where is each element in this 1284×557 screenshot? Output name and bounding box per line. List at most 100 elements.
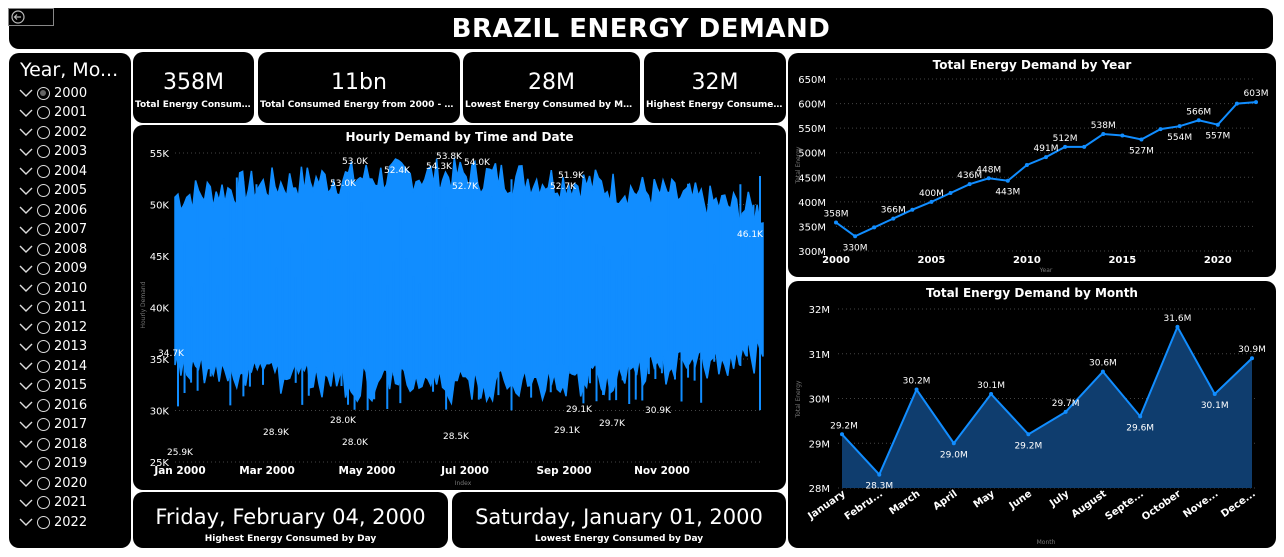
radio-button[interactable]: [37, 301, 50, 314]
slicer-item-2010[interactable]: 2010: [19, 279, 87, 297]
data-label: 512M: [1053, 134, 1078, 144]
chevron-down-icon[interactable]: [19, 107, 35, 119]
chevron-down-icon[interactable]: [19, 380, 35, 392]
slicer-item-2001[interactable]: 2001: [19, 104, 87, 122]
radio-button[interactable]: [37, 242, 50, 256]
slicer-item-2006[interactable]: 2006: [19, 201, 87, 219]
kpi-lowest-by-month: 28M Lowest Energy Consumed by Month: [463, 52, 640, 123]
slicer-item-2018[interactable]: 2018: [19, 435, 87, 453]
kpi-value: 28M: [528, 70, 575, 95]
chevron-down-icon[interactable]: [19, 185, 35, 197]
data-point: [1138, 414, 1143, 419]
radio-button[interactable]: [37, 418, 50, 431]
slicer-item-2000[interactable]: 2000: [19, 84, 87, 102]
radio-button[interactable]: [37, 223, 50, 236]
radio-button[interactable]: [37, 145, 50, 158]
radio-button[interactable]: [37, 184, 50, 197]
slicer-item-label: 2008: [54, 241, 88, 257]
radio-button[interactable]: [37, 398, 50, 412]
chevron-down-icon[interactable]: [19, 224, 35, 236]
chevron-down-icon[interactable]: [19, 360, 35, 372]
radio-button[interactable]: [37, 281, 50, 295]
chevron-down-icon[interactable]: [19, 146, 35, 158]
chevron-down-icon[interactable]: [19, 126, 35, 138]
slicer-item-label: 2009: [54, 261, 88, 276]
slicer-item-2011[interactable]: 2011: [19, 299, 87, 317]
radio-button[interactable]: [37, 125, 50, 139]
chevron-down-icon[interactable]: [19, 341, 35, 353]
chevron-down-icon[interactable]: [19, 87, 35, 99]
slicer-item-2002[interactable]: 2002: [19, 123, 87, 141]
data-label: 366M: [881, 206, 906, 216]
data-label: 46.1K: [737, 230, 764, 240]
data-label: 34.7K: [158, 349, 185, 359]
chevron-down-icon[interactable]: [19, 458, 35, 470]
slicer-item-2012[interactable]: 2012: [19, 318, 87, 336]
chevron-down-icon[interactable]: [19, 321, 35, 333]
chevron-down-icon[interactable]: [19, 497, 35, 509]
radio-button[interactable]: [37, 86, 50, 100]
slicer-item-2007[interactable]: 2007: [19, 221, 87, 239]
data-point: [1250, 356, 1254, 361]
x-tick-label: 2010: [1013, 255, 1041, 266]
day-card-label: Highest Energy Consumed by Day: [204, 534, 377, 544]
data-point: [967, 182, 972, 187]
data-point: [1234, 101, 1239, 106]
chevron-down-icon[interactable]: [19, 282, 35, 294]
x-axis-label: Index: [455, 480, 472, 487]
slicer-item-2009[interactable]: 2009: [19, 260, 87, 278]
y-tick-label: 450M: [798, 173, 826, 184]
radio-button[interactable]: [37, 476, 50, 490]
data-label: 30.1M: [1201, 401, 1229, 411]
slicer-item-2004[interactable]: 2004: [19, 162, 87, 180]
data-point: [872, 225, 877, 230]
slicer-item-label: 2001: [54, 105, 88, 120]
data-point: [1082, 144, 1087, 149]
radio-button[interactable]: [37, 457, 50, 470]
slicer-item-2005[interactable]: 2005: [19, 182, 87, 200]
data-label: 448M: [976, 165, 1001, 175]
radio-button[interactable]: [37, 515, 50, 529]
chevron-down-icon[interactable]: [19, 419, 35, 431]
y-tick-label: 28M: [809, 484, 830, 495]
radio-button[interactable]: [37, 340, 50, 353]
chevron-down-icon[interactable]: [19, 399, 35, 411]
data-point: [989, 392, 994, 397]
slicer-item-2003[interactable]: 2003: [19, 143, 87, 161]
slicer-item-2013[interactable]: 2013: [19, 338, 87, 356]
chevron-down-icon[interactable]: [19, 477, 35, 489]
chevron-down-icon[interactable]: [19, 438, 35, 450]
back-button[interactable]: [8, 8, 54, 26]
radio-button[interactable]: [37, 106, 50, 119]
radio-button[interactable]: [37, 203, 50, 217]
x-tick-label: Nov 2000: [634, 465, 690, 477]
slicer-item-2021[interactable]: 2021: [19, 494, 87, 512]
slicer-item-2022[interactable]: 2022: [19, 513, 87, 531]
slicer-item-2015[interactable]: 2015: [19, 377, 87, 395]
chevron-down-icon[interactable]: [19, 516, 35, 528]
slicer-item-2016[interactable]: 2016: [19, 396, 87, 414]
data-point: [1177, 124, 1182, 129]
y-tick-label: 650M: [798, 75, 826, 86]
slicer-item-2014[interactable]: 2014: [19, 357, 87, 375]
chevron-down-icon[interactable]: [19, 243, 35, 255]
radio-button[interactable]: [37, 320, 50, 334]
radio-button[interactable]: [37, 496, 50, 509]
y-tick-label: 350M: [798, 222, 826, 233]
chevron-down-icon[interactable]: [19, 204, 35, 216]
kpi-value: 11bn: [331, 70, 387, 95]
y-tick-label: 50K: [150, 201, 170, 212]
chevron-down-icon[interactable]: [19, 165, 35, 177]
data-point: [1139, 137, 1144, 142]
slicer-item-2020[interactable]: 2020: [19, 474, 87, 492]
slicer-item-2019[interactable]: 2019: [19, 455, 87, 473]
radio-button[interactable]: [37, 164, 50, 178]
chevron-down-icon[interactable]: [19, 263, 35, 275]
slicer-item-2008[interactable]: 2008: [19, 240, 87, 258]
radio-button[interactable]: [37, 379, 50, 392]
slicer-item-2017[interactable]: 2017: [19, 416, 87, 434]
radio-button[interactable]: [37, 262, 50, 275]
radio-button[interactable]: [37, 437, 50, 451]
chevron-down-icon[interactable]: [19, 302, 35, 314]
radio-button[interactable]: [37, 359, 50, 373]
